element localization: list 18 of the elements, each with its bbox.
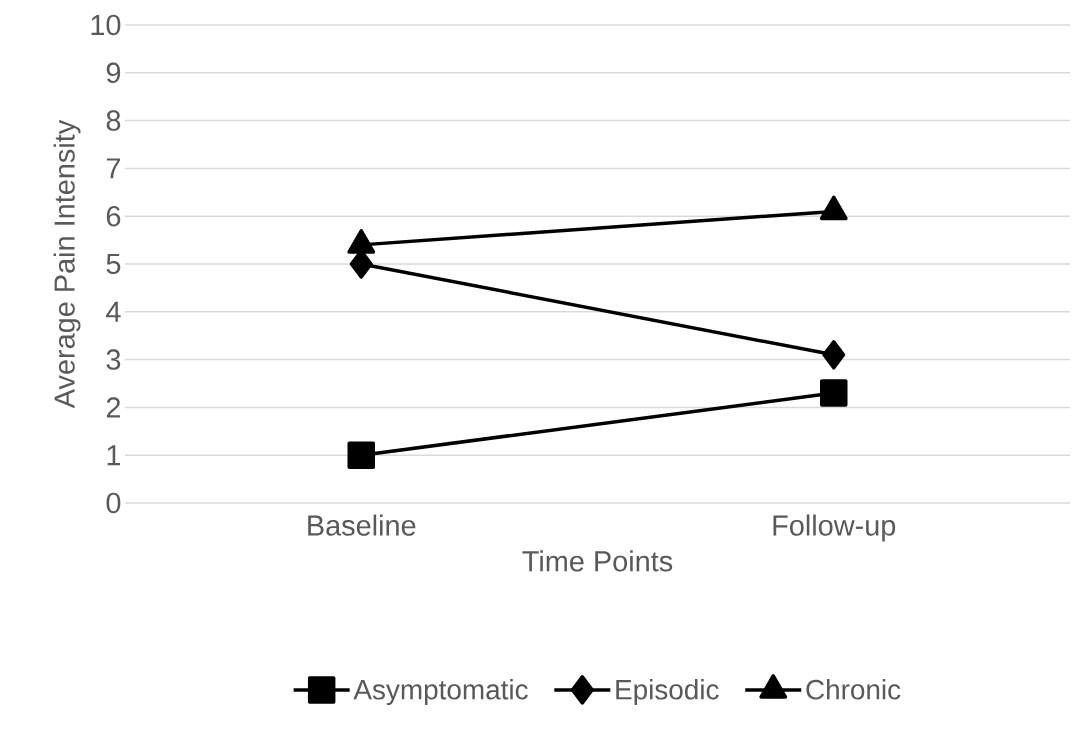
y-tick-label: 3 (106, 349, 121, 370)
y-axis-title: Average Pain Intensity (53, 119, 81, 409)
y-tick-label: 10 (91, 14, 121, 36)
legend-label: Episodic (616, 679, 719, 706)
y-tick-label: 9 (106, 62, 121, 84)
y-tick-label: 0 (106, 492, 121, 514)
y-tick-label: 8 (106, 110, 121, 131)
y-tick-label: 5 (106, 253, 121, 275)
y-tick-label: 7 (106, 158, 121, 179)
legend-label: Asymptomatic (353, 679, 528, 706)
x-axis-title: Time Points (522, 550, 673, 572)
y-tick-label: 2 (106, 397, 121, 418)
x-tick-label: Baseline (308, 514, 416, 536)
x-tick-label: Follow-up (773, 514, 896, 542)
y-tick-label: 1 (107, 445, 121, 466)
legend-label: Chronic (806, 679, 901, 700)
y-tick-label: 4 (106, 301, 121, 322)
y-tick-label: 6 (106, 205, 121, 227)
